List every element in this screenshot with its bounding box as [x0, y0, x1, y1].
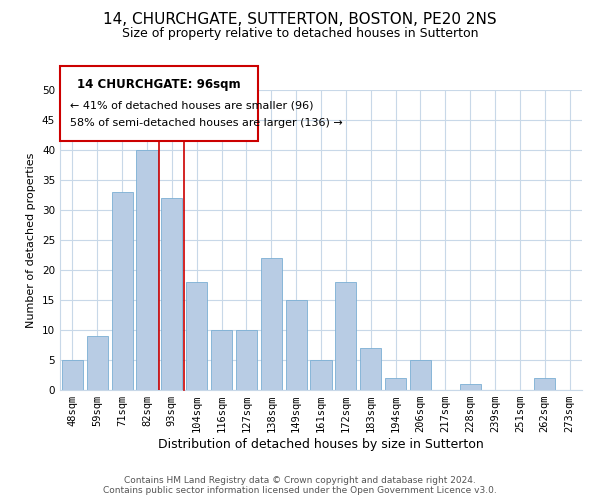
Bar	[310, 360, 332, 390]
Bar	[161, 198, 182, 390]
Bar	[112, 192, 133, 390]
Bar	[236, 330, 257, 390]
Bar	[385, 378, 406, 390]
FancyBboxPatch shape	[60, 66, 259, 141]
Bar	[360, 348, 381, 390]
Bar	[286, 300, 307, 390]
Bar	[186, 282, 207, 390]
Bar	[136, 150, 158, 390]
Text: Size of property relative to detached houses in Sutterton: Size of property relative to detached ho…	[122, 28, 478, 40]
X-axis label: Distribution of detached houses by size in Sutterton: Distribution of detached houses by size …	[158, 438, 484, 451]
Bar	[87, 336, 108, 390]
Text: 14 CHURCHGATE: 96sqm: 14 CHURCHGATE: 96sqm	[77, 78, 241, 91]
Y-axis label: Number of detached properties: Number of detached properties	[26, 152, 37, 328]
Bar	[62, 360, 83, 390]
Text: Contains HM Land Registry data © Crown copyright and database right 2024.
Contai: Contains HM Land Registry data © Crown c…	[103, 476, 497, 495]
Bar	[410, 360, 431, 390]
Bar	[261, 258, 282, 390]
Text: 58% of semi-detached houses are larger (136) →: 58% of semi-detached houses are larger (…	[70, 118, 343, 128]
Bar	[534, 378, 555, 390]
Bar	[335, 282, 356, 390]
Bar	[460, 384, 481, 390]
Text: ← 41% of detached houses are smaller (96): ← 41% of detached houses are smaller (96…	[70, 100, 314, 110]
Text: 14, CHURCHGATE, SUTTERTON, BOSTON, PE20 2NS: 14, CHURCHGATE, SUTTERTON, BOSTON, PE20 …	[103, 12, 497, 28]
Bar	[211, 330, 232, 390]
